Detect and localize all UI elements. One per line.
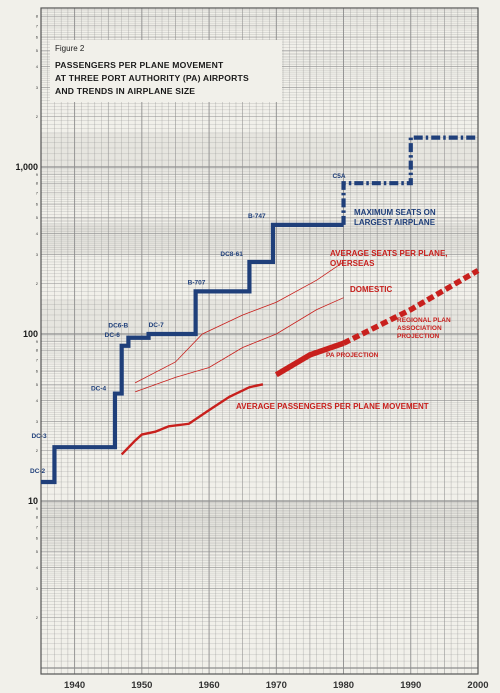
title-line-3: AND TRENDS IN AIRPLANE SIZE [55, 86, 195, 96]
shaded-bands [41, 132, 478, 552]
annotation-text: AVERAGE PASSENGERS PER PLANE MOVEMENT [236, 402, 429, 411]
ytick-minor-label: 3 [36, 85, 39, 90]
ytick-minor-label: 2 [36, 114, 39, 119]
ytick-minor-label: 6 [36, 369, 39, 374]
series-line-5 [274, 340, 345, 378]
y-axis-ticks: 10 100 1,000 2 3 4 5 6 7 8 9 2 3 4 5 6 7 8 9 2 3 4 5 6 7 8 9 2 3 4 5 6 7… [15, 14, 38, 621]
ytick-minor-label: 3 [36, 419, 39, 424]
ytick-minor-label: 2 [36, 615, 39, 620]
annotation-text: AVERAGE SEATS PER PLANE, [330, 249, 448, 258]
xtick-label: 1970 [266, 680, 287, 691]
series-line-6 [342, 268, 480, 346]
aircraft-label: DC-3 [31, 433, 47, 440]
ytick-minor-label: 6 [36, 536, 39, 541]
ytick-minor-label: 3 [36, 252, 39, 257]
xtick-label: 1960 [199, 680, 220, 691]
ytick-minor-label: 4 [36, 565, 39, 570]
series-line-3 [134, 297, 344, 393]
band-3 [41, 501, 478, 552]
aircraft-label: B-707 [188, 279, 206, 286]
aircraft-label: DC-4 [91, 386, 107, 393]
ytick-minor-label: 8 [36, 348, 39, 353]
band-2 [41, 299, 478, 334]
ytick-minor-label: 7 [36, 524, 39, 529]
ytick-minor-label: 5 [36, 549, 39, 554]
series-line-1 [341, 135, 478, 225]
ytick-minor-label: 4 [36, 64, 39, 69]
title-block: Figure 2 PASSENGERS PER PLANE MOVEMENT A… [50, 40, 282, 102]
ytick-minor-label: 8 [36, 14, 39, 19]
aircraft-label: B-747 [248, 213, 266, 220]
ytick-minor-label: 7 [36, 190, 39, 195]
x-axis-ticks: 1940 1950 1960 1970 1980 1990 2000 [64, 680, 489, 691]
title-backdrop [50, 40, 282, 102]
ytick-minor-label: 5 [36, 48, 39, 53]
annotation-text: REGIONAL PLAN [397, 317, 451, 324]
annotation-text: OVERSEAS [330, 259, 375, 268]
ytick-minor-label: 6 [36, 35, 39, 40]
ytick-minor-label: 2 [36, 448, 39, 453]
ytick-major-label: 1,000 [15, 162, 38, 172]
xtick-label: 1950 [131, 680, 152, 691]
annotation-text: MAXIMUM SEATS ON [354, 208, 436, 217]
series-line-4 [120, 383, 264, 456]
aircraft-label: DC6-B [108, 323, 128, 330]
series-line-2 [134, 261, 344, 384]
ytick-minor-label: 7 [36, 23, 39, 28]
ytick-minor-label: 8 [36, 515, 39, 520]
annotation-text: PA PROJECTION [326, 352, 379, 359]
ytick-minor-label: 9 [36, 339, 39, 344]
ytick-minor-label: 5 [36, 382, 39, 387]
ytick-minor-label: 5 [36, 215, 39, 220]
annotation-text: DOMESTIC [350, 285, 392, 294]
ytick-minor-label: 8 [36, 181, 39, 186]
xtick-label: 2000 [467, 680, 488, 691]
ytick-minor-label: 4 [36, 398, 39, 403]
ytick-minor-label: 7 [36, 357, 39, 362]
ytick-minor-label: 9 [36, 506, 39, 511]
ytick-major-label: 10 [28, 496, 38, 506]
plot-frame [40, 7, 479, 675]
aircraft-label: DC8-61 [220, 251, 243, 258]
aircraft-label: DC-7 [149, 322, 165, 329]
ytick-minor-label: 2 [36, 281, 39, 286]
annotation-text: ASSOCIATION [397, 325, 442, 332]
xtick-label: 1990 [400, 680, 421, 691]
xtick-label: 1940 [64, 680, 85, 691]
ytick-minor-label: 4 [36, 231, 39, 236]
title-line-1: PASSENGERS PER PLANE MOVEMENT [55, 60, 224, 70]
ytick-major-label: 100 [23, 329, 38, 339]
aircraft-labels: DC-2 DC-3 DC-4 DC-6 DC6-B DC-7 B-707 DC8-61 B-74… [30, 173, 346, 475]
annotation-text: PROJECTION [397, 333, 440, 340]
aircraft-label: DC-6 [105, 332, 121, 339]
grid [40, 7, 479, 675]
title-line-2: AT THREE PORT AUTHORITY (PA) AIRPORTS [55, 73, 249, 83]
ytick-minor-label: 6 [36, 202, 39, 207]
annotation-text: LARGEST AIRPLANE [354, 218, 436, 227]
figure-label: Figure 2 [55, 44, 85, 53]
band-0 [41, 132, 478, 167]
ytick-minor-label: 3 [36, 586, 39, 591]
series-layer [41, 135, 480, 485]
series-line-0 [41, 222, 344, 485]
aircraft-label: C5A [333, 173, 346, 180]
ytick-minor-label: 9 [36, 172, 39, 177]
aircraft-label: DC-2 [30, 468, 46, 475]
xtick-label: 1980 [333, 680, 354, 691]
